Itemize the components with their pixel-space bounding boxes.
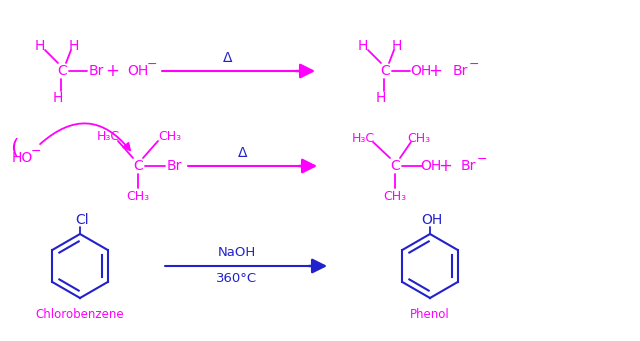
Text: Δ: Δ — [238, 146, 248, 160]
Text: H: H — [392, 39, 402, 53]
Text: −: − — [147, 58, 157, 71]
Text: 360°C: 360°C — [216, 272, 257, 285]
Text: Chlorobenzene: Chlorobenzene — [36, 308, 124, 321]
Text: CH₃: CH₃ — [127, 190, 150, 203]
Text: Br: Br — [452, 64, 468, 78]
Text: −: − — [477, 152, 487, 165]
Text: HO: HO — [12, 151, 33, 165]
Text: H: H — [35, 39, 45, 53]
FancyArrowPatch shape — [40, 123, 130, 150]
Text: Br: Br — [88, 64, 104, 78]
Text: C: C — [57, 64, 67, 78]
Text: C: C — [133, 159, 143, 173]
Text: H: H — [69, 39, 79, 53]
Text: +: + — [105, 62, 119, 80]
Text: H: H — [358, 39, 368, 53]
Text: Phenol: Phenol — [410, 308, 450, 321]
Text: OH: OH — [410, 64, 431, 78]
Text: H: H — [376, 91, 386, 105]
Text: Cl: Cl — [75, 213, 89, 227]
Text: OH: OH — [420, 159, 442, 173]
Text: C: C — [390, 159, 400, 173]
Text: −: − — [31, 145, 41, 158]
Text: C: C — [380, 64, 390, 78]
Text: Δ: Δ — [223, 51, 233, 65]
Text: CH₃: CH₃ — [159, 130, 182, 143]
Text: (: ( — [10, 138, 19, 158]
Text: H₃C: H₃C — [97, 130, 120, 143]
Text: H₃C: H₃C — [351, 132, 374, 145]
Text: H: H — [53, 91, 63, 105]
Text: −: − — [468, 58, 479, 71]
Text: +: + — [428, 62, 442, 80]
Text: OH: OH — [127, 64, 148, 78]
Text: CH₃: CH₃ — [383, 190, 406, 203]
Text: Br: Br — [460, 159, 476, 173]
Text: CH₃: CH₃ — [408, 132, 431, 145]
Text: +: + — [438, 157, 452, 175]
Text: NaOH: NaOH — [218, 247, 256, 260]
Text: Br: Br — [166, 159, 182, 173]
Text: OH: OH — [421, 213, 443, 227]
